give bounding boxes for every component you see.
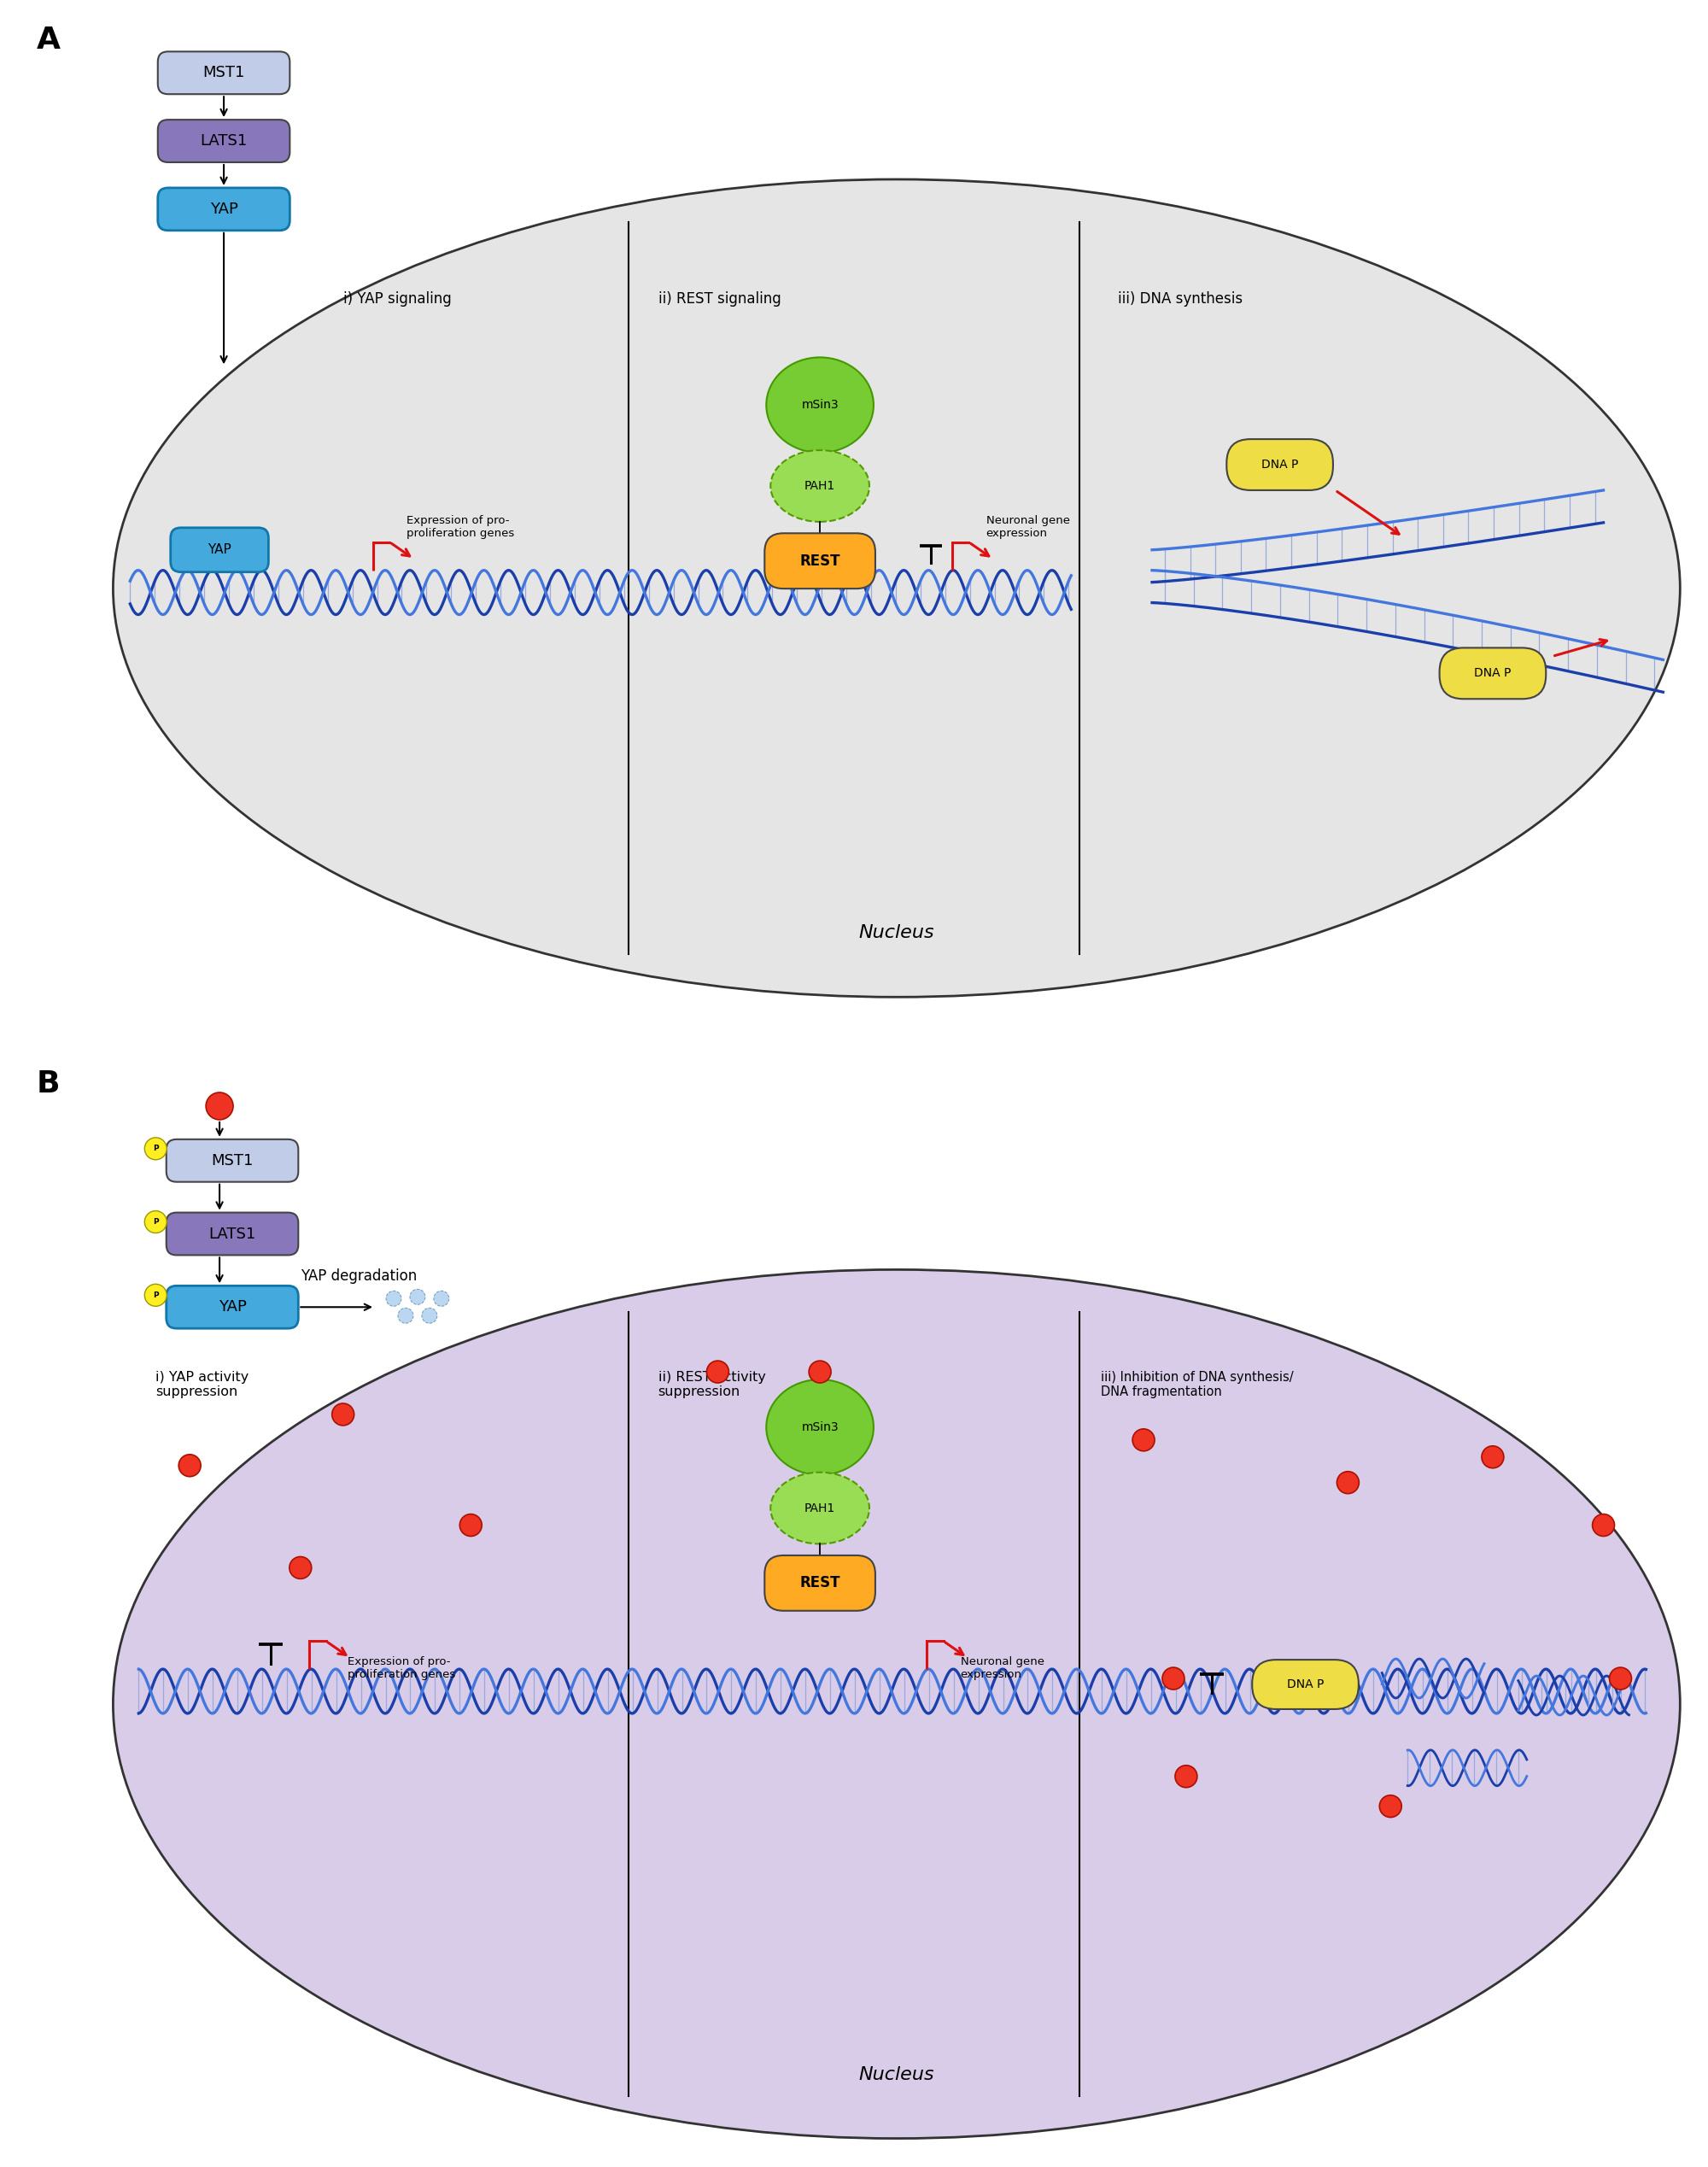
Circle shape [1175,1766,1197,1788]
Circle shape [386,1292,401,1307]
FancyBboxPatch shape [157,52,290,93]
Text: MST1: MST1 [212,1153,253,1168]
Circle shape [331,1404,354,1426]
Text: P: P [152,1218,159,1227]
Ellipse shape [113,1270,1681,2139]
Text: Nucleus: Nucleus [859,2065,934,2082]
Text: ii) REST signaling: ii) REST signaling [658,290,781,306]
FancyBboxPatch shape [157,119,290,163]
FancyBboxPatch shape [157,189,290,230]
Circle shape [707,1361,729,1383]
Circle shape [1481,1445,1503,1467]
Circle shape [207,1092,234,1120]
Circle shape [459,1515,482,1536]
Text: mSin3: mSin3 [801,1422,839,1432]
Text: Neuronal gene
expression: Neuronal gene expression [960,1656,1044,1679]
FancyBboxPatch shape [765,533,874,589]
Circle shape [1609,1666,1631,1690]
Circle shape [410,1289,425,1305]
Circle shape [1132,1428,1155,1452]
Circle shape [398,1309,413,1324]
Text: i) YAP activity
suppression: i) YAP activity suppression [155,1372,249,1398]
Text: Expression of pro-
proliferation genes: Expression of pro- proliferation genes [347,1656,454,1679]
Ellipse shape [770,451,869,522]
Text: YAP: YAP [208,544,231,557]
Text: YAP degradation: YAP degradation [301,1268,417,1285]
Text: ii) REST activity
suppression: ii) REST activity suppression [658,1372,765,1398]
Text: LATS1: LATS1 [208,1227,256,1242]
Text: P: P [152,1144,159,1153]
FancyBboxPatch shape [1252,1660,1358,1710]
Circle shape [1161,1666,1184,1690]
Text: Neuronal gene
expression: Neuronal gene expression [986,516,1069,540]
Text: REST: REST [799,553,840,568]
Text: DNA P: DNA P [1286,1679,1324,1690]
Text: DNA P: DNA P [1261,459,1298,470]
Text: PAH1: PAH1 [804,1502,835,1515]
Text: YAP: YAP [210,202,237,217]
Circle shape [434,1292,449,1307]
Text: Expression of pro-
proliferation genes: Expression of pro- proliferation genes [407,516,514,540]
Circle shape [810,1361,832,1383]
Text: mSin3: mSin3 [801,399,839,412]
Circle shape [422,1309,437,1324]
Circle shape [1380,1794,1402,1818]
Ellipse shape [113,180,1681,997]
Circle shape [1592,1515,1614,1536]
Ellipse shape [770,1471,869,1543]
Text: iii) DNA synthesis: iii) DNA synthesis [1119,290,1243,306]
Text: i) YAP signaling: i) YAP signaling [343,290,451,306]
Text: YAP: YAP [219,1300,246,1315]
FancyBboxPatch shape [171,529,268,572]
FancyBboxPatch shape [1226,440,1332,490]
FancyBboxPatch shape [166,1140,299,1181]
Circle shape [145,1138,167,1159]
Text: DNA P: DNA P [1474,667,1512,678]
Circle shape [145,1285,167,1307]
FancyBboxPatch shape [1440,648,1546,700]
Ellipse shape [767,1380,873,1476]
Text: Nucleus: Nucleus [859,925,934,943]
Text: B: B [36,1070,60,1099]
Text: A: A [36,26,60,54]
Text: PAH1: PAH1 [804,481,835,492]
Text: P: P [152,1292,159,1298]
Circle shape [289,1556,311,1580]
Circle shape [179,1454,202,1476]
FancyBboxPatch shape [765,1556,874,1610]
Circle shape [145,1211,167,1233]
FancyBboxPatch shape [166,1285,299,1328]
FancyBboxPatch shape [166,1214,299,1255]
Text: iii) Inhibition of DNA synthesis/
DNA fragmentation: iii) Inhibition of DNA synthesis/ DNA fr… [1102,1372,1293,1398]
Circle shape [1337,1471,1360,1493]
Text: MST1: MST1 [203,65,244,80]
Text: LATS1: LATS1 [200,134,248,150]
Text: REST: REST [799,1575,840,1591]
Ellipse shape [767,358,873,453]
